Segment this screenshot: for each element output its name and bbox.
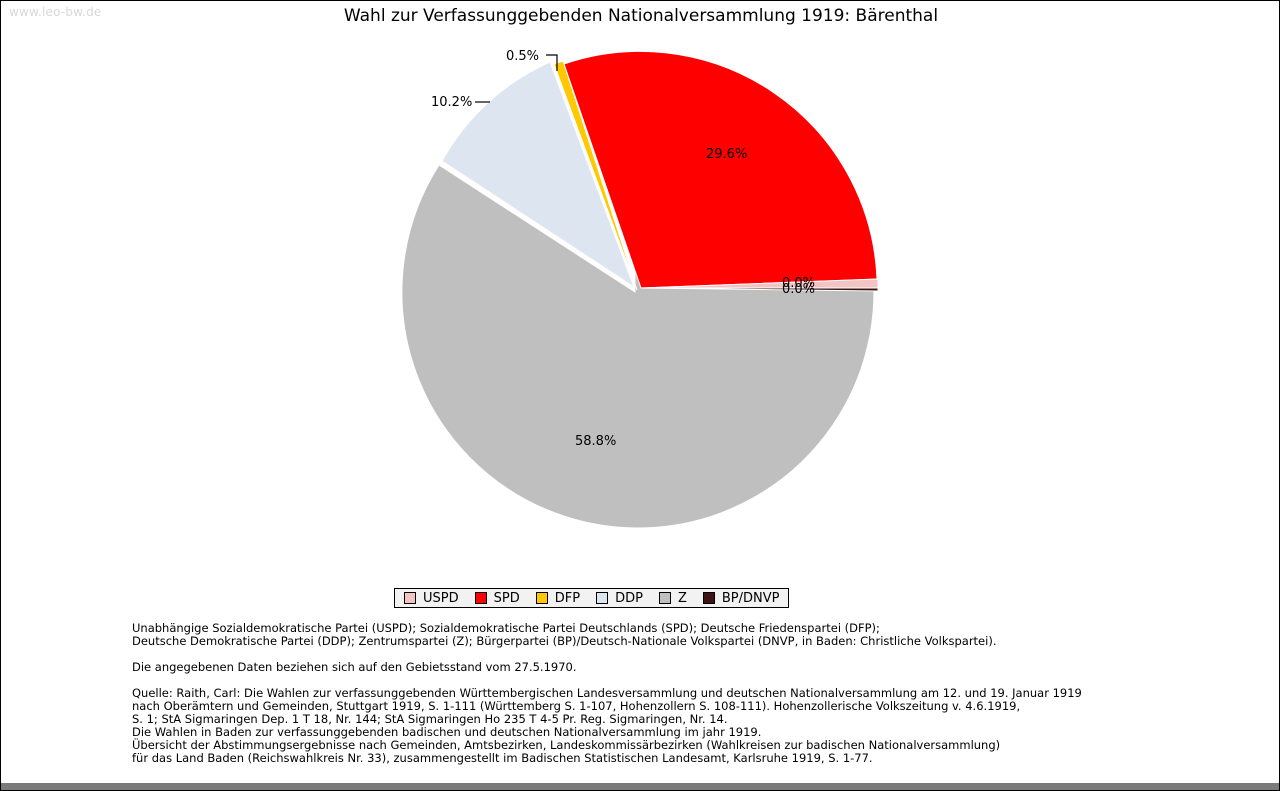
- legend-item-spd[interactable]: SPD: [474, 590, 520, 606]
- legend-item-bp-dnvp[interactable]: BP/DNVP: [702, 590, 780, 606]
- footnote-line: Die Wahlen in Baden zur verfassunggebend…: [132, 725, 762, 739]
- pie-label-ddp: 10.2%: [431, 95, 473, 110]
- pie-label-bp-dnvp: 0.0%: [782, 282, 816, 297]
- pie-label-dfp: 0.5%: [506, 49, 540, 64]
- pie-chart: 0.5% 10.2% 29.6% 0.0% 0.0% 58.8%: [1, 1, 1279, 576]
- legend-swatch-uspd: [404, 592, 416, 604]
- legend-label-dfp: DFP: [554, 590, 581, 606]
- pie-slice-spd[interactable]: [563, 50, 878, 289]
- legend-swatch-dfp: [535, 592, 548, 604]
- footnote-line: Übersicht der Abstimmungsergebnisse nach…: [132, 738, 1001, 752]
- legend-label-uspd: USPD: [423, 590, 459, 606]
- footnote-line: Deutsche Demokratische Partei (DDP); Zen…: [132, 634, 997, 648]
- legend-swatch-ddp: [596, 592, 609, 604]
- footnote-parties: Unabhängige Sozialdemokratische Partei (…: [132, 622, 1082, 648]
- footnote-line: für das Land Baden (Reichswahlkreis Nr. …: [132, 751, 873, 765]
- legend-swatch-spd: [474, 592, 487, 604]
- bottom-band: [1, 783, 1279, 790]
- footnote-line: Unabhängige Sozialdemokratische Partei (…: [132, 621, 880, 635]
- footnote-territory: Die angegebenen Daten beziehen sich auf …: [132, 661, 1082, 674]
- pie-label-uspd: 0.0%: [782, 276, 816, 291]
- footnote-line: S. 1; StA Sigmaringen Dep. 1 T 18, Nr. 1…: [132, 712, 728, 726]
- legend-item-ddp[interactable]: DDP: [596, 591, 643, 606]
- footnote-line: nach Oberämtern und Gemeinden, Stuttgart…: [132, 699, 1021, 713]
- pie-slice-dfp[interactable]: [553, 60, 638, 291]
- legend-item-uspd[interactable]: USPD: [404, 591, 459, 606]
- legend-swatch-bp-dnvp: [702, 592, 715, 604]
- footnote-line: Die angegebenen Daten beziehen sich auf …: [132, 660, 577, 674]
- footnotes: Unabhängige Sozialdemokratische Partei (…: [132, 622, 1082, 765]
- legend-label-ddp: DDP: [615, 590, 643, 606]
- legend-label-z: Z: [677, 590, 687, 606]
- pie-label-z: 58.8%: [575, 434, 617, 449]
- pie-slice-bp-dnvp[interactable]: [640, 287, 879, 292]
- pie-slice-ddp[interactable]: [441, 61, 636, 289]
- legend-label-spd: SPD: [493, 590, 520, 606]
- leader-line-dfp: [546, 54, 558, 71]
- footnote-line: Quelle: Raith, Carl: Die Wahlen zur verf…: [132, 686, 1082, 700]
- footnote-source: Quelle: Raith, Carl: Die Wahlen zur verf…: [132, 687, 1082, 765]
- legend-item-z[interactable]: Z: [658, 590, 687, 606]
- legend-label-bp-dnvp: BP/DNVP: [721, 590, 780, 606]
- pie-label-spd: 29.6%: [706, 147, 748, 162]
- page-title: Wahl zur Verfassunggebenden Nationalvers…: [343, 6, 939, 26]
- legend-item-dfp[interactable]: DFP: [535, 590, 581, 606]
- legend-swatch-z: [658, 592, 671, 604]
- pie-chart-svg: [401, 50, 879, 529]
- site-watermark: www.leo-bw.de: [9, 5, 102, 19]
- chart-legend: USPD SPD DFP DDP Z BP/DNVP: [394, 588, 790, 608]
